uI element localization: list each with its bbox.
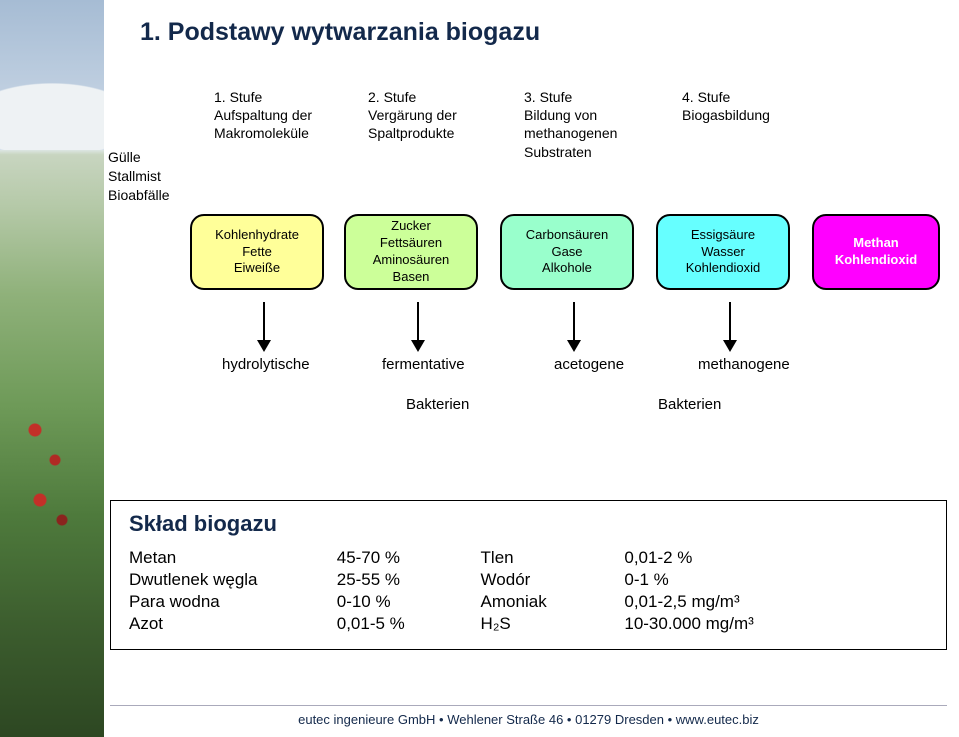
comp-val: 45-70 % [337, 547, 481, 569]
stage-box-5: MethanKohlendioxid [812, 214, 940, 290]
footer-addr1: Wehlener Straße 46 [447, 712, 563, 727]
comp-val: 0,01-2,5 mg/m³ [624, 591, 928, 613]
comp-name: H₂S [481, 613, 625, 635]
footer-addr2: 01279 Dresden [575, 712, 664, 727]
diagram-input: Bioabfälle [108, 186, 170, 205]
composition-row: Para wodna0-10 %Amoniak0,01-2,5 mg/m³ [129, 591, 928, 613]
comp-name: Wodór [481, 569, 625, 591]
stage-box-4: EssigsäureWasserKohlendioxid [656, 214, 790, 290]
stage-head-3: 3. StufeBildung vonmethanogenenSubstrate… [524, 88, 617, 161]
comp-name: Para wodna [129, 591, 337, 613]
comp-name: Dwutlenek węgla [129, 569, 337, 591]
comp-val: 0-1 % [624, 569, 928, 591]
footer-url: www.eutec.biz [676, 712, 759, 727]
composition-row: Azot0,01-5 %H₂S10-30.000 mg/m³ [129, 613, 928, 635]
stage-head-2: 2. StufeVergärung derSpaltprodukte [368, 88, 457, 143]
page-content: 1. Podstawy wytwarzania biogazu GülleSta… [104, 0, 959, 737]
comp-val: 10-30.000 mg/m³ [624, 613, 928, 635]
comp-name: Azot [129, 613, 337, 635]
diagram-inputs: GülleStallmistBioabfälle [108, 148, 170, 205]
comp-name: Amoniak [481, 591, 625, 613]
bacteria-type-3: acetogene [554, 356, 624, 373]
diagram-input: Stallmist [108, 167, 170, 186]
composition-row: Metan45-70 %Tlen0,01-2 % [129, 547, 928, 569]
bakterien-label-2: Bakterien [658, 396, 721, 413]
comp-val: 25-55 % [337, 569, 481, 591]
comp-val: 0,01-2 % [624, 547, 928, 569]
composition-table: Metan45-70 %Tlen0,01-2 %Dwutlenek węgla2… [129, 547, 928, 635]
side-photo [0, 0, 104, 737]
footer-company: eutec ingenieure GmbH [298, 712, 435, 727]
stage-head-1: 1. StufeAufspaltung derMakromoleküle [214, 88, 312, 143]
page-title: 1. Podstawy wytwarzania biogazu [140, 18, 959, 47]
stage-box-1: KohlenhydrateFetteEiweiße [190, 214, 324, 290]
stage-box-2: ZuckerFettsäurenAminosäurenBasen [344, 214, 478, 290]
comp-val: 0,01-5 % [337, 613, 481, 635]
composition-row: Dwutlenek węgla25-55 %Wodór0-1 % [129, 569, 928, 591]
bakterien-label-1: Bakterien [406, 396, 469, 413]
diagram-input: Gülle [108, 148, 170, 167]
bacteria-type-1: hydrolytische [222, 356, 310, 373]
comp-name: Metan [129, 547, 337, 569]
composition-panel: Skład biogazu Metan45-70 %Tlen0,01-2 %Dw… [110, 500, 947, 650]
bacteria-type-2: fermentative [382, 356, 465, 373]
stage-box-3: CarbonsäurenGaseAlkohole [500, 214, 634, 290]
composition-heading: Skład biogazu [129, 511, 928, 537]
process-diagram: GülleStallmistBioabfälle 1. StufeAufspal… [106, 88, 946, 468]
bacteria-type-4: methanogene [698, 356, 790, 373]
footer: eutec ingenieure GmbH • Wehlener Straße … [110, 705, 947, 727]
stage-head-4: 4. StufeBiogasbildung [682, 88, 770, 124]
comp-val: 0-10 % [337, 591, 481, 613]
comp-name: Tlen [481, 547, 625, 569]
